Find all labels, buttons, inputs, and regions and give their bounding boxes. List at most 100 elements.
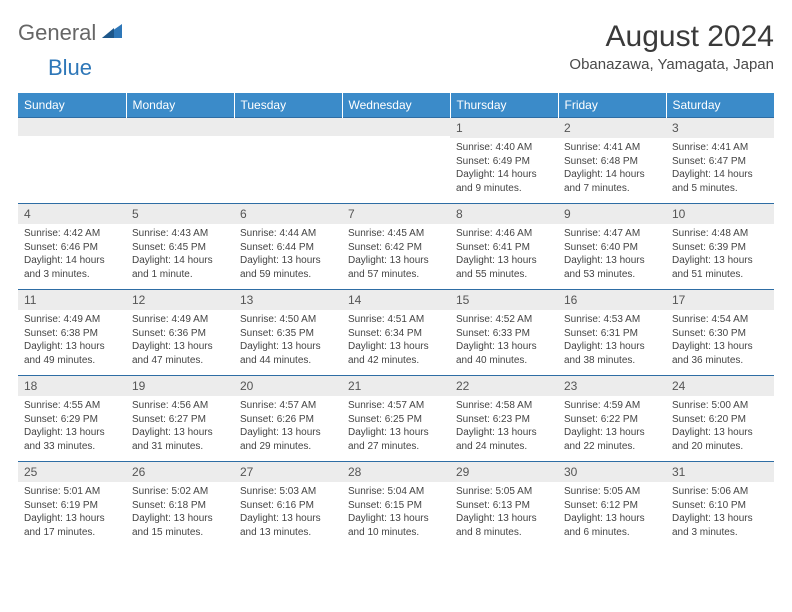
day-info-line: Daylight: 13 hours and 31 minutes. bbox=[132, 426, 228, 453]
day-number: 20 bbox=[234, 376, 342, 396]
day-info: Sunrise: 5:06 AMSunset: 6:10 PMDaylight:… bbox=[666, 482, 774, 545]
day-info-line: Sunrise: 5:04 AM bbox=[348, 485, 444, 499]
calendar-day-cell: 17Sunrise: 4:54 AMSunset: 6:30 PMDayligh… bbox=[666, 290, 774, 376]
day-info-line: Sunset: 6:31 PM bbox=[564, 327, 660, 341]
day-number: 18 bbox=[18, 376, 126, 396]
day-info-line: Sunset: 6:29 PM bbox=[24, 413, 120, 427]
day-info-line: Sunrise: 5:03 AM bbox=[240, 485, 336, 499]
day-info: Sunrise: 4:45 AMSunset: 6:42 PMDaylight:… bbox=[342, 224, 450, 287]
day-info-line: Daylight: 13 hours and 27 minutes. bbox=[348, 426, 444, 453]
day-info: Sunrise: 4:46 AMSunset: 6:41 PMDaylight:… bbox=[450, 224, 558, 287]
calendar-day-cell: 21Sunrise: 4:57 AMSunset: 6:25 PMDayligh… bbox=[342, 376, 450, 462]
day-number: 11 bbox=[18, 290, 126, 310]
weekday-row: SundayMondayTuesdayWednesdayThursdayFrid… bbox=[18, 93, 774, 118]
day-info: Sunrise: 4:54 AMSunset: 6:30 PMDaylight:… bbox=[666, 310, 774, 373]
day-info-line: Daylight: 13 hours and 57 minutes. bbox=[348, 254, 444, 281]
day-info-line: Sunrise: 5:06 AM bbox=[672, 485, 768, 499]
calendar-day-cell bbox=[234, 118, 342, 204]
day-number bbox=[126, 118, 234, 136]
day-info-line: Sunrise: 4:57 AM bbox=[240, 399, 336, 413]
day-info-line: Daylight: 13 hours and 22 minutes. bbox=[564, 426, 660, 453]
day-info-line: Sunset: 6:12 PM bbox=[564, 499, 660, 513]
day-info-line: Daylight: 14 hours and 5 minutes. bbox=[672, 168, 768, 195]
day-number: 2 bbox=[558, 118, 666, 138]
day-info-line: Sunrise: 4:47 AM bbox=[564, 227, 660, 241]
day-info-line: Daylight: 13 hours and 53 minutes. bbox=[564, 254, 660, 281]
day-number: 12 bbox=[126, 290, 234, 310]
weekday-header: Tuesday bbox=[234, 93, 342, 118]
day-info: Sunrise: 4:52 AMSunset: 6:33 PMDaylight:… bbox=[450, 310, 558, 373]
calendar-day-cell: 16Sunrise: 4:53 AMSunset: 6:31 PMDayligh… bbox=[558, 290, 666, 376]
day-info-line: Sunrise: 4:43 AM bbox=[132, 227, 228, 241]
day-info-line: Sunrise: 4:42 AM bbox=[24, 227, 120, 241]
calendar-day-cell: 13Sunrise: 4:50 AMSunset: 6:35 PMDayligh… bbox=[234, 290, 342, 376]
day-info-line: Sunrise: 4:57 AM bbox=[348, 399, 444, 413]
day-info-line: Daylight: 13 hours and 51 minutes. bbox=[672, 254, 768, 281]
weekday-header: Thursday bbox=[450, 93, 558, 118]
day-info-line: Sunrise: 4:41 AM bbox=[564, 141, 660, 155]
calendar-day-cell: 27Sunrise: 5:03 AMSunset: 6:16 PMDayligh… bbox=[234, 462, 342, 548]
day-number: 8 bbox=[450, 204, 558, 224]
day-info-line: Daylight: 13 hours and 55 minutes. bbox=[456, 254, 552, 281]
day-number: 17 bbox=[666, 290, 774, 310]
brand-logo: General bbox=[18, 20, 124, 46]
day-info: Sunrise: 4:53 AMSunset: 6:31 PMDaylight:… bbox=[558, 310, 666, 373]
day-info-line: Daylight: 13 hours and 47 minutes. bbox=[132, 340, 228, 367]
calendar-week-row: 18 Sunrise: 4:55 AMSunset: 6:29 PM Dayligh… bbox=[18, 376, 774, 462]
day-info-line: Sunrise: 4:51 AM bbox=[348, 313, 444, 327]
day-info: Sunrise: 4:40 AMSunset: 6:49 PMDaylight:… bbox=[450, 138, 558, 201]
calendar-day-cell: 7Sunrise: 4:45 AMSunset: 6:42 PMDaylight… bbox=[342, 204, 450, 290]
day-info-line: Sunrise: 5:01 AM bbox=[24, 485, 120, 499]
calendar-day-cell: 31Sunrise: 5:06 AMSunset: 6:10 PMDayligh… bbox=[666, 462, 774, 548]
day-info-line: Sunrise: 4:49 AM bbox=[132, 313, 228, 327]
calendar-day-cell: 25Sunrise: 5:01 AMSunset: 6:19 PMDayligh… bbox=[18, 462, 126, 548]
day-number: 25 bbox=[18, 462, 126, 482]
day-info-line: Sunset: 6:30 PM bbox=[672, 327, 768, 341]
day-info: Sunrise: 4:44 AMSunset: 6:44 PMDaylight:… bbox=[234, 224, 342, 287]
day-info-line: Sunset: 6:19 PM bbox=[24, 499, 120, 513]
brand-mark-icon bbox=[102, 20, 122, 46]
day-info-line: Daylight: 13 hours and 49 minutes. bbox=[24, 340, 120, 367]
day-info: Sunrise: 4:48 AMSunset: 6:39 PMDaylight:… bbox=[666, 224, 774, 287]
day-number: 5 bbox=[126, 204, 234, 224]
calendar-grid: SundayMondayTuesdayWednesdayThursdayFrid… bbox=[18, 93, 774, 548]
day-info-line: Daylight: 13 hours and 42 minutes. bbox=[348, 340, 444, 367]
day-info: Sunrise: 5:05 AMSunset: 6:12 PMDaylight:… bbox=[558, 482, 666, 545]
calendar-day-cell: 29Sunrise: 5:05 AMSunset: 6:13 PMDayligh… bbox=[450, 462, 558, 548]
day-info-line: Sunrise: 4:45 AM bbox=[348, 227, 444, 241]
day-number: 31 bbox=[666, 462, 774, 482]
day-info-line: Daylight: 13 hours and 40 minutes. bbox=[456, 340, 552, 367]
day-info: Sunrise: 5:03 AMSunset: 6:16 PMDaylight:… bbox=[234, 482, 342, 545]
calendar-day-cell: 8Sunrise: 4:46 AMSunset: 6:41 PMDaylight… bbox=[450, 204, 558, 290]
day-number: 15 bbox=[450, 290, 558, 310]
day-number: 27 bbox=[234, 462, 342, 482]
day-info: Sunrise: 4:43 AMSunset: 6:45 PMDaylight:… bbox=[126, 224, 234, 287]
day-info-line: Sunrise: 4:55 AM bbox=[24, 399, 120, 413]
day-info-line: Sunrise: 4:56 AM bbox=[132, 399, 228, 413]
day-info-line: Sunrise: 4:48 AM bbox=[672, 227, 768, 241]
day-info-line: Sunrise: 4:44 AM bbox=[240, 227, 336, 241]
calendar-day-cell: 22Sunrise: 4:58 AMSunset: 6:23 PMDayligh… bbox=[450, 376, 558, 462]
day-info-line: Sunrise: 4:46 AM bbox=[456, 227, 552, 241]
day-info-line: Sunset: 6:36 PM bbox=[132, 327, 228, 341]
day-info: Sunrise: 4:41 AMSunset: 6:48 PMDaylight:… bbox=[558, 138, 666, 201]
day-info-line: Daylight: 13 hours and 36 minutes. bbox=[672, 340, 768, 367]
weekday-header: Monday bbox=[126, 93, 234, 118]
calendar-day-cell: 18Sunrise: 4:55 AMSunset: 6:29 PMDayligh… bbox=[18, 376, 126, 462]
day-info-line: Sunset: 6:25 PM bbox=[348, 413, 444, 427]
day-info: Sunrise: 4:50 AMSunset: 6:35 PMDaylight:… bbox=[234, 310, 342, 373]
day-info-line: Sunset: 6:13 PM bbox=[456, 499, 552, 513]
day-info-line: Sunrise: 5:05 AM bbox=[564, 485, 660, 499]
day-number bbox=[18, 118, 126, 136]
calendar-page: General August 2024 Obanazawa, Yamagata,… bbox=[0, 0, 792, 558]
calendar-day-cell: 11Sunrise: 4:49 AMSunset: 6:38 PMDayligh… bbox=[18, 290, 126, 376]
day-number: 28 bbox=[342, 462, 450, 482]
day-info-line: Sunrise: 4:41 AM bbox=[672, 141, 768, 155]
day-info: Sunrise: 5:05 AMSunset: 6:13 PMDaylight:… bbox=[450, 482, 558, 545]
day-info-line: Sunrise: 4:49 AM bbox=[24, 313, 120, 327]
month-title: August 2024 bbox=[569, 20, 774, 54]
day-number: 3 bbox=[666, 118, 774, 138]
day-number: 4 bbox=[18, 204, 126, 224]
day-info-line: Daylight: 13 hours and 6 minutes. bbox=[564, 512, 660, 539]
day-info-line: Daylight: 13 hours and 38 minutes. bbox=[564, 340, 660, 367]
